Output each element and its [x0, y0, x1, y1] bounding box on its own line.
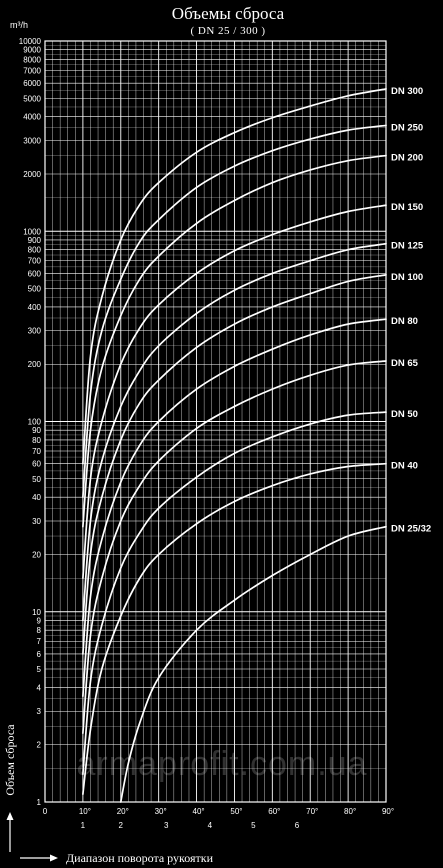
series-label-dn-125: DN 125	[391, 241, 424, 252]
x-tick-label: 60°	[268, 807, 280, 816]
series-label-dn-65: DN 65	[391, 358, 419, 369]
series-line-dn-25-32	[119, 525, 387, 803]
y-tick-label: 50	[32, 475, 41, 484]
series-label-dn-40: DN 40	[391, 461, 418, 472]
y-tick-label: 90	[32, 426, 41, 435]
chart-series	[82, 88, 387, 803]
series-line-dn-125	[82, 242, 387, 622]
series-label-dn-300: DN 300	[391, 86, 423, 97]
y-tick-label: 800	[28, 246, 42, 255]
y-tick-label: 5000	[23, 94, 41, 103]
y-tick-label: 9000	[23, 46, 41, 55]
x-position-label: 2	[119, 821, 124, 830]
x-position-label: 6	[295, 821, 300, 830]
y-tick-label: 600	[28, 269, 42, 278]
y-tick-label: 4	[37, 683, 42, 692]
series-line-dn-200	[82, 154, 387, 528]
series-line-dn-40	[82, 462, 387, 795]
y-tick-label: 5	[37, 665, 42, 674]
y-tick-label: 500	[28, 285, 42, 294]
x-tick-label: 10°	[79, 807, 91, 816]
y-tick-label: 2000	[23, 170, 41, 179]
y-unit-label: m³/h	[10, 20, 28, 30]
x-axis-label: Диапазон поворота рукоятки	[66, 851, 214, 865]
y-tick-label: 20	[32, 550, 41, 559]
watermark-text: armaprofit.com.ua	[77, 745, 368, 783]
series-line-dn-150	[82, 204, 387, 580]
x-position-label: 5	[251, 821, 256, 830]
x-axis-ticks: 0 10° 20° 30° 40° 50° 60° 70° 80° 90° 1 2 3 4 5 6	[43, 807, 394, 830]
series-line-dn-65	[82, 360, 387, 735]
series-labels: DN 300 DN 250 DN 200 DN 150 DN 125 DN 100 DN 8…	[391, 86, 431, 535]
y-tick-label: 30	[32, 517, 41, 526]
x-tick-label: 40°	[193, 807, 205, 816]
y-tick-label: 8000	[23, 55, 41, 64]
y-tick-label: 9	[37, 616, 42, 625]
y-tick-label: 200	[28, 360, 42, 369]
y-tick-label: 6	[37, 650, 42, 659]
y-tick-label: 80	[32, 436, 41, 445]
y-tick-label: 400	[28, 303, 42, 312]
series-line-dn-100	[82, 274, 387, 655]
y-tick-label: 3000	[23, 136, 41, 145]
series-line-dn-250	[82, 124, 387, 499]
series-label-dn-25-32: DN 25/32	[391, 524, 431, 535]
y-tick-label: 700	[28, 257, 42, 266]
x-tick-label: 50°	[230, 807, 242, 816]
x-tick-label: 20°	[117, 807, 129, 816]
y-tick-label: 3	[37, 707, 42, 716]
chart-title: Объемы сброса	[172, 4, 285, 23]
chart-grid	[44, 40, 387, 803]
x-tick-label: 70°	[306, 807, 318, 816]
x-position-label: 1	[81, 821, 86, 830]
x-position-label: 3	[164, 821, 169, 830]
y-tick-label: 10000	[19, 37, 42, 46]
series-label-dn-200: DN 200	[391, 153, 423, 164]
y-tick-label: 8	[37, 626, 42, 635]
y-tick-label: 900	[28, 236, 42, 245]
y-tick-label: 7000	[23, 66, 41, 75]
y-unit-text: m³/h	[10, 20, 28, 30]
y-tick-label: 6000	[23, 79, 41, 88]
x-tick-label: 90°	[382, 807, 394, 816]
x-axis-arrow	[20, 854, 58, 862]
y-tick-label: 2	[37, 741, 42, 750]
y-tick-label: 7	[37, 637, 42, 646]
x-position-label: 4	[208, 821, 213, 830]
y-tick-label: 1	[37, 798, 42, 807]
y-tick-label: 300	[28, 327, 42, 336]
series-label-dn-50: DN 50	[391, 409, 418, 420]
x-tick-label: 80°	[344, 807, 356, 816]
series-line-dn-50	[82, 411, 387, 776]
y-tick-label: 40	[32, 493, 41, 502]
chart-subtitle: ( DN 25 / 300 )	[190, 25, 265, 37]
series-line-dn-300	[82, 88, 387, 465]
series-label-dn-100: DN 100	[391, 272, 423, 283]
y-tick-label: 4000	[23, 113, 41, 122]
series-label-dn-80: DN 80	[391, 316, 418, 327]
series-label-dn-250: DN 250	[391, 122, 423, 133]
y-axis-arrow	[6, 812, 14, 852]
y-tick-label: 70	[32, 447, 41, 456]
y-tick-label: 60	[32, 460, 41, 469]
series-line-dn-80	[82, 318, 387, 698]
x-tick-label: 0	[43, 807, 48, 816]
y-tick-label: 10	[32, 608, 41, 617]
x-tick-label: 30°	[155, 807, 167, 816]
y-tick-label: 100	[28, 418, 42, 427]
series-label-dn-150: DN 150	[391, 202, 423, 213]
y-tick-label: 1000	[23, 227, 41, 236]
y-axis-label: Объем сброса	[3, 724, 17, 796]
